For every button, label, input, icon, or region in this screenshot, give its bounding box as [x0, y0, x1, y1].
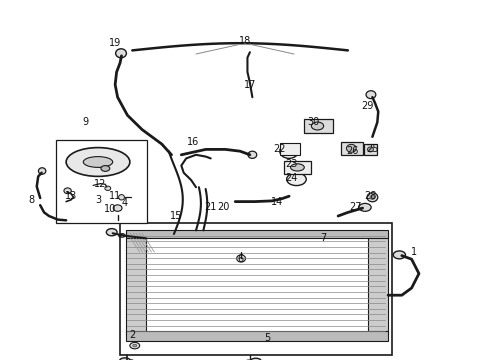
Ellipse shape [346, 144, 356, 152]
Ellipse shape [393, 251, 405, 259]
Bar [126, 233, 146, 335]
Ellipse shape [105, 186, 111, 190]
Bar [364, 144, 377, 155]
Text: 9: 9 [83, 117, 89, 127]
Text: 13: 13 [65, 191, 77, 201]
Text: 4: 4 [122, 198, 128, 208]
Ellipse shape [101, 166, 110, 171]
Text: 18: 18 [239, 36, 251, 46]
Text: 11: 11 [109, 191, 122, 201]
Text: 12: 12 [94, 179, 107, 189]
Ellipse shape [130, 342, 140, 349]
Bar [120, 223, 392, 355]
Bar [341, 142, 363, 155]
Text: 5: 5 [264, 333, 270, 343]
Ellipse shape [83, 157, 113, 167]
Text: 28: 28 [364, 191, 376, 201]
Text: 26: 26 [346, 146, 359, 156]
Text: 8: 8 [29, 195, 35, 205]
Ellipse shape [370, 195, 375, 199]
Text: 27: 27 [349, 202, 362, 212]
Text: 29: 29 [361, 101, 374, 111]
Text: 6: 6 [237, 254, 243, 264]
Text: 2: 2 [129, 330, 135, 340]
Text: 3: 3 [95, 195, 101, 205]
Ellipse shape [120, 358, 130, 360]
Ellipse shape [237, 255, 245, 262]
Text: 22: 22 [273, 144, 286, 154]
Ellipse shape [366, 91, 376, 99]
Text: 24: 24 [285, 173, 298, 183]
Ellipse shape [280, 144, 298, 158]
Bar [126, 331, 388, 341]
Ellipse shape [367, 193, 378, 202]
Bar [368, 233, 388, 335]
Ellipse shape [119, 195, 124, 200]
Ellipse shape [291, 164, 304, 171]
Ellipse shape [106, 229, 117, 236]
Ellipse shape [133, 344, 137, 347]
Bar [126, 230, 388, 238]
Text: 25: 25 [366, 144, 379, 154]
Ellipse shape [311, 122, 323, 130]
Text: 7: 7 [320, 233, 326, 243]
Bar [280, 143, 300, 155]
Text: 23: 23 [285, 159, 298, 169]
Text: 14: 14 [270, 197, 283, 207]
Ellipse shape [359, 203, 371, 211]
Text: 20: 20 [217, 202, 229, 212]
Ellipse shape [116, 49, 126, 58]
Ellipse shape [64, 188, 72, 194]
Text: 1: 1 [411, 247, 417, 257]
Ellipse shape [66, 148, 130, 176]
Ellipse shape [113, 205, 122, 211]
Bar [56, 140, 147, 223]
Text: 30: 30 [308, 117, 319, 127]
Ellipse shape [250, 358, 261, 360]
Text: 10: 10 [104, 204, 117, 214]
Text: 15: 15 [170, 211, 183, 221]
Bar [284, 161, 311, 174]
Ellipse shape [287, 173, 306, 186]
Ellipse shape [248, 151, 257, 158]
Ellipse shape [120, 234, 125, 237]
Text: 19: 19 [109, 38, 122, 48]
Text: 21: 21 [204, 202, 217, 212]
Ellipse shape [39, 168, 46, 174]
Text: 17: 17 [244, 80, 256, 90]
Text: 16: 16 [188, 137, 200, 147]
Bar [304, 119, 333, 133]
Ellipse shape [368, 147, 373, 152]
